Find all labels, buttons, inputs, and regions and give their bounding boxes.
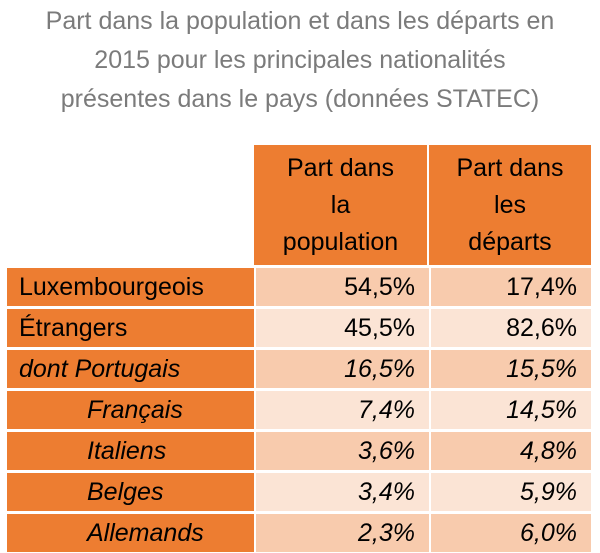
- departs-share: 4,8%: [429, 429, 591, 470]
- departs-share: 5,9%: [429, 470, 591, 511]
- row-label: Étrangers: [7, 306, 254, 347]
- row-label: Allemands: [7, 511, 254, 552]
- header-population-line-3: population: [282, 227, 399, 256]
- table-row: Français 7,4% 14,5%: [7, 388, 591, 429]
- table-row: Luxembourgeois 54,5% 17,4%: [7, 265, 591, 306]
- table-header-row: Part dans la population Part dans les dé…: [7, 145, 591, 265]
- row-label: Belges: [7, 470, 254, 511]
- table-row: Étrangers 45,5% 82,6%: [7, 306, 591, 347]
- header-departs-line-2: les: [494, 190, 526, 219]
- header-departs: Part dans les départs: [429, 145, 591, 265]
- population-share: 16,5%: [254, 347, 429, 388]
- nationalities-table: Part dans la population Part dans les dé…: [7, 145, 591, 552]
- header-blank-cell: [7, 145, 254, 265]
- table-row: Allemands 2,3% 6,0%: [7, 511, 591, 552]
- population-share: 3,6%: [254, 429, 429, 470]
- table-row: dont Portugais 16,5% 15,5%: [7, 347, 591, 388]
- population-share: 45,5%: [254, 306, 429, 347]
- row-label: Français: [7, 388, 254, 429]
- page-title: Part dans la population et dans les dépa…: [0, 2, 600, 119]
- departs-share: 15,5%: [429, 347, 591, 388]
- table-row: Italiens 3,6% 4,8%: [7, 429, 591, 470]
- row-label: Luxembourgeois: [7, 265, 254, 306]
- title-line-3: présentes dans le pays (données STATEC): [60, 85, 540, 113]
- population-share: 54,5%: [254, 265, 429, 306]
- population-share: 7,4%: [254, 388, 429, 429]
- row-label: dont Portugais: [7, 347, 254, 388]
- header-departs-line-1: Part dans: [456, 153, 564, 182]
- header-population-line-2: la: [330, 190, 351, 219]
- table-row: Belges 3,4% 5,9%: [7, 470, 591, 511]
- header-population-line-1: Part dans: [286, 153, 394, 182]
- title-line-1: Part dans la population et dans les dépa…: [45, 7, 555, 35]
- title-line-2: 2015 pour les principales nationalités: [94, 46, 506, 74]
- departs-share: 17,4%: [429, 265, 591, 306]
- departs-share: 14,5%: [429, 388, 591, 429]
- departs-share: 6,0%: [429, 511, 591, 552]
- row-label: Italiens: [7, 429, 254, 470]
- header-population: Part dans la population: [254, 145, 429, 265]
- population-share: 2,3%: [254, 511, 429, 552]
- header-departs-line-3: départs: [468, 227, 552, 256]
- departs-share: 82,6%: [429, 306, 591, 347]
- population-share: 3,4%: [254, 470, 429, 511]
